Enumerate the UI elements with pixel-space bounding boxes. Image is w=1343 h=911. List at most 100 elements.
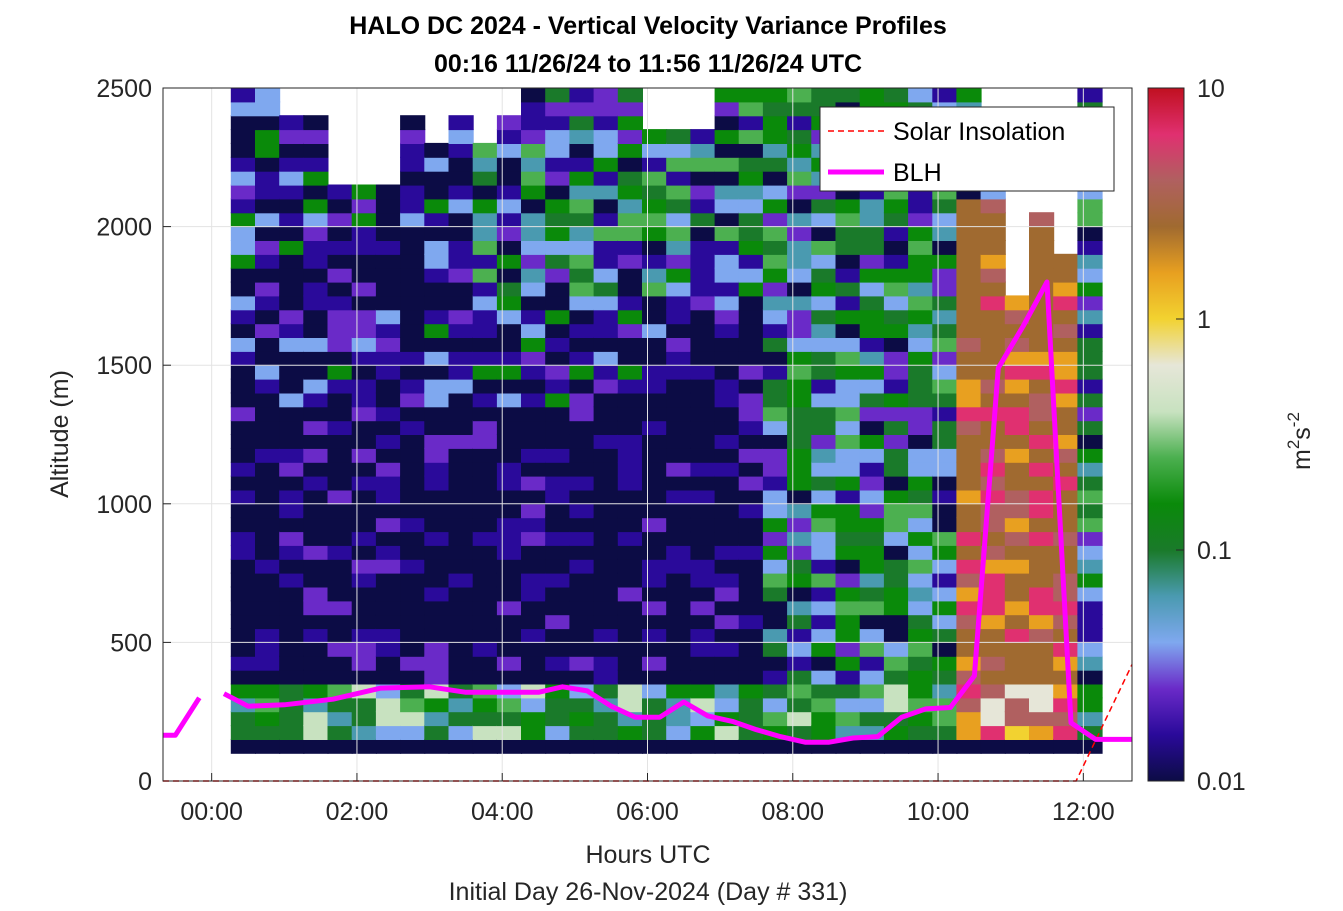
heatmap-cell <box>690 267 716 283</box>
heatmap-cell <box>521 115 547 131</box>
heatmap-cell <box>714 337 740 352</box>
heatmap-cell <box>400 447 426 463</box>
heatmap-cell <box>327 572 353 588</box>
heatmap-cell <box>932 447 958 463</box>
heatmap-cell <box>545 364 571 380</box>
heatmap-cell <box>762 364 789 380</box>
heatmap-cell <box>1077 655 1103 671</box>
heatmap-cell <box>1077 641 1103 657</box>
heatmap-cell <box>908 447 934 463</box>
heatmap-cell <box>255 364 281 380</box>
heatmap-cell <box>617 738 643 754</box>
heatmap-cell <box>738 226 764 241</box>
heatmap-cell <box>1053 558 1079 574</box>
heatmap-cell <box>617 503 643 519</box>
heatmap-cell <box>883 475 910 491</box>
heatmap-cell <box>738 198 764 214</box>
heatmap-cell <box>932 212 958 228</box>
heatmap-cell <box>279 350 305 366</box>
heatmap-cell <box>303 392 329 408</box>
heatmap-cell <box>472 475 498 491</box>
heatmap-cell <box>545 614 571 630</box>
heatmap-cell <box>1004 738 1030 754</box>
heatmap-cell <box>375 655 402 671</box>
heatmap-cell <box>666 725 692 740</box>
heatmap-cell <box>448 281 474 297</box>
heatmap-cell <box>472 142 498 158</box>
heatmap-cell <box>424 267 450 283</box>
heatmap-cell <box>400 531 426 546</box>
heatmap-cell <box>545 156 571 172</box>
heatmap-cell <box>835 475 861 491</box>
heatmap-cell <box>666 129 692 144</box>
colorbar-tick-label: 10 <box>1197 75 1225 103</box>
heatmap-cell <box>666 517 692 533</box>
heatmap-cell <box>400 295 426 311</box>
heatmap-cell <box>230 101 256 117</box>
heatmap-cell <box>738 129 764 144</box>
heatmap-cell <box>787 558 813 574</box>
heatmap-cell <box>327 212 353 228</box>
heatmap-cell <box>787 156 813 172</box>
heatmap-cell <box>400 115 426 131</box>
heatmap-cell <box>279 184 305 200</box>
heatmap-cell <box>1053 738 1079 754</box>
heatmap-cell <box>1029 461 1055 477</box>
heatmap-cell <box>1004 697 1030 713</box>
heatmap-cell <box>1053 267 1079 283</box>
heatmap-cell <box>762 406 789 422</box>
heatmap-cell <box>424 558 450 574</box>
heatmap-cell <box>569 129 595 144</box>
heatmap-cell <box>1077 364 1103 380</box>
heatmap-cell <box>666 406 692 422</box>
heatmap-cell <box>400 725 426 740</box>
heatmap-cell <box>1077 392 1103 408</box>
heatmap-cell <box>400 420 426 435</box>
heatmap-cell <box>956 503 982 519</box>
heatmap-cell <box>859 447 885 463</box>
heatmap-cell <box>375 461 402 477</box>
heatmap-cell <box>787 544 813 560</box>
heatmap-cell <box>1004 350 1030 366</box>
heatmap-cell <box>448 738 474 754</box>
heatmap-cell <box>545 517 571 533</box>
heatmap-cell <box>400 572 426 588</box>
heatmap-cell <box>762 156 789 172</box>
heatmap-cell <box>642 669 668 685</box>
heatmap-cell <box>811 434 837 449</box>
heatmap-cell <box>980 281 1006 297</box>
heatmap-cell <box>521 558 547 574</box>
heatmap-cell <box>908 641 934 657</box>
heatmap-cell <box>351 655 377 671</box>
heatmap-cell <box>762 600 789 616</box>
heatmap-cell <box>303 725 329 740</box>
heatmap-cell <box>835 323 861 338</box>
heatmap-cell <box>666 738 692 754</box>
heatmap-cell <box>230 503 256 519</box>
heatmap-cell <box>230 142 256 158</box>
heatmap-cell <box>521 447 547 463</box>
heatmap-cell <box>424 641 450 657</box>
heatmap-cell <box>1053 517 1079 533</box>
heatmap-cell <box>762 309 789 325</box>
heatmap-cell <box>787 406 813 422</box>
heatmap-cell <box>956 586 982 602</box>
heatmap-cell <box>1053 572 1079 588</box>
heatmap-cell <box>762 447 789 463</box>
heatmap-cell <box>448 350 474 366</box>
heatmap-cell <box>448 697 474 713</box>
heatmap-cell <box>835 378 861 394</box>
heatmap-cell <box>762 683 789 699</box>
heatmap-cell <box>835 558 861 574</box>
heatmap-cell <box>255 641 281 657</box>
heatmap-cell <box>448 323 474 338</box>
heatmap-cell <box>279 392 305 408</box>
heatmap-cell <box>835 434 861 449</box>
heatmap-cell <box>279 531 305 546</box>
heatmap-cell <box>1029 641 1055 657</box>
heatmap-cell <box>859 572 885 588</box>
heatmap-cell <box>738 669 764 685</box>
heatmap-cell <box>714 323 740 338</box>
heatmap-cell <box>472 378 498 394</box>
heatmap-cell <box>690 129 716 144</box>
